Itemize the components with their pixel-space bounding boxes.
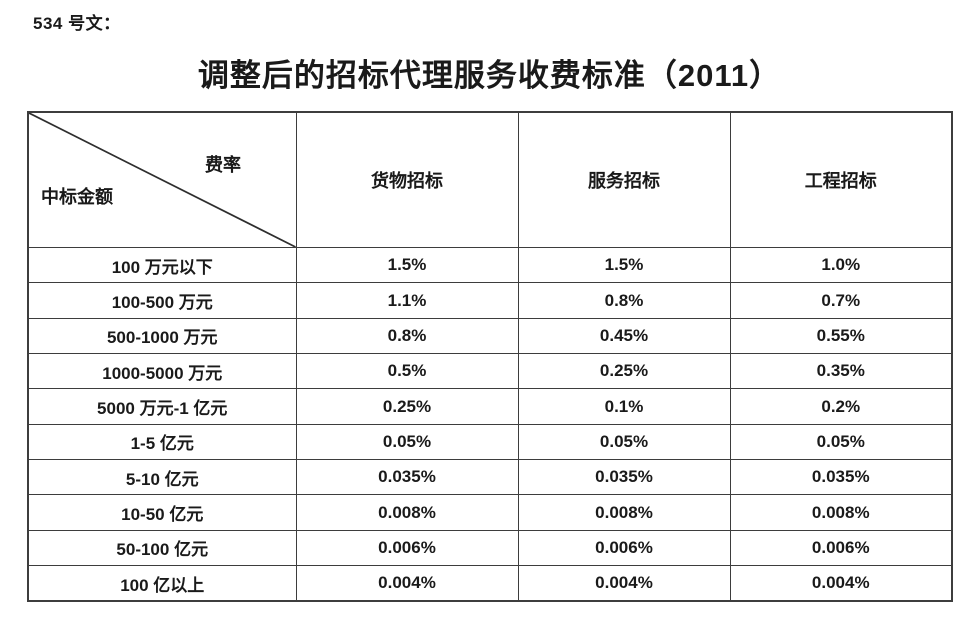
table-row: 500-1000 万元 0.8% 0.45% 0.55% (27, 317, 953, 355)
doc-number-label: 534 号文： (33, 14, 121, 33)
service-rate-cell: 0.05% (517, 423, 731, 461)
corner-amount-label: 中标金额 (41, 187, 113, 207)
service-rate-cell: 0.004% (517, 565, 731, 602)
works-rate-cell: 1.0% (729, 246, 953, 284)
goods-rate-cell: 0.5% (295, 353, 519, 390)
amount-range-cell: 1-5 亿元 (27, 423, 297, 461)
table-body: 100 万元以下 1.5% 1.5% 1.0% 100-500 万元 1.1% … (27, 246, 953, 602)
goods-rate-cell: 1.1% (295, 282, 519, 319)
amount-range-cell: 50-100 亿元 (27, 529, 297, 567)
diagonal-divider-line (29, 113, 296, 247)
works-rate-cell: 0.55% (729, 317, 953, 355)
page-title: 调整后的招标代理服务收费标准（2011） (197, 58, 782, 93)
goods-rate-cell: 0.25% (295, 388, 519, 425)
header-row: 费率 中标金额 货物招标 服务招标 工程招标 (27, 111, 953, 248)
fee-rate-table: 费率 中标金额 货物招标 服务招标 工程招标 100 万元以下 1.5% 1.5… (27, 111, 953, 602)
table-row: 100-500 万元 1.1% 0.8% 0.7% (27, 282, 953, 319)
table-row: 100 万元以下 1.5% 1.5% 1.0% (27, 246, 953, 284)
table-row: 100 亿以上 0.004% 0.004% 0.004% (27, 565, 953, 602)
amount-range-cell: 5000 万元-1 亿元 (27, 388, 297, 425)
goods-rate-cell: 0.035% (295, 459, 519, 496)
service-rate-cell: 0.45% (517, 317, 731, 355)
amount-range-cell: 10-50 亿元 (27, 494, 297, 531)
amount-range-cell: 500-1000 万元 (27, 317, 297, 355)
amount-range-cell: 5-10 亿元 (27, 459, 297, 496)
works-rate-cell: 0.7% (729, 282, 953, 319)
goods-rate-cell: 0.004% (295, 565, 519, 602)
corner-cell: 费率 中标金额 (27, 111, 297, 248)
corner-rate-label: 费率 (205, 155, 241, 175)
amount-range-cell: 100 万元以下 (27, 246, 297, 284)
table-row: 10-50 亿元 0.008% 0.008% 0.008% (27, 494, 953, 531)
service-rate-cell: 0.25% (517, 353, 731, 390)
table-row: 5000 万元-1 亿元 0.25% 0.1% 0.2% (27, 388, 953, 425)
service-rate-cell: 1.5% (517, 246, 731, 284)
goods-rate-cell: 0.05% (295, 423, 519, 461)
service-rate-cell: 0.035% (517, 459, 731, 496)
table-row: 5-10 亿元 0.035% 0.035% 0.035% (27, 459, 953, 496)
table-header: 费率 中标金额 货物招标 服务招标 工程招标 (27, 111, 953, 248)
works-rate-cell: 0.35% (729, 353, 953, 390)
works-rate-cell: 0.05% (729, 423, 953, 461)
works-rate-cell: 0.006% (729, 529, 953, 567)
amount-range-cell: 100 亿以上 (27, 565, 297, 602)
goods-rate-cell: 1.5% (295, 246, 519, 284)
table-row: 1-5 亿元 0.05% 0.05% 0.05% (27, 423, 953, 461)
amount-range-cell: 100-500 万元 (27, 282, 297, 319)
goods-rate-cell: 0.8% (295, 317, 519, 355)
column-header-works: 工程招标 (729, 111, 953, 248)
service-rate-cell: 0.008% (517, 494, 731, 531)
column-header-goods: 货物招标 (295, 111, 519, 248)
goods-rate-cell: 0.006% (295, 529, 519, 567)
works-rate-cell: 0.008% (729, 494, 953, 531)
goods-rate-cell: 0.008% (295, 494, 519, 531)
amount-range-cell: 1000-5000 万元 (27, 353, 297, 390)
works-rate-cell: 0.035% (729, 459, 953, 496)
corner-box: 费率 中标金额 (29, 113, 296, 247)
service-rate-cell: 0.006% (517, 529, 731, 567)
service-rate-cell: 0.8% (517, 282, 731, 319)
table-row: 1000-5000 万元 0.5% 0.25% 0.35% (27, 353, 953, 390)
column-header-service: 服务招标 (517, 111, 731, 248)
works-rate-cell: 0.004% (729, 565, 953, 602)
table-row: 50-100 亿元 0.006% 0.006% 0.006% (27, 529, 953, 567)
works-rate-cell: 0.2% (729, 388, 953, 425)
service-rate-cell: 0.1% (517, 388, 731, 425)
